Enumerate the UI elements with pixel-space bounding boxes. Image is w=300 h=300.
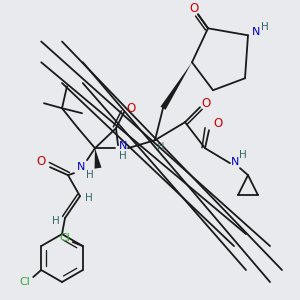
Polygon shape: [94, 148, 101, 169]
Text: Cl: Cl: [59, 233, 70, 243]
Text: H: H: [86, 170, 94, 180]
Text: O: O: [213, 117, 223, 130]
Text: O: O: [126, 102, 136, 115]
Text: H: H: [239, 150, 247, 160]
Text: N: N: [119, 141, 127, 151]
Polygon shape: [160, 62, 192, 110]
Text: O: O: [201, 97, 211, 110]
Text: H: H: [119, 151, 127, 161]
Text: N: N: [252, 27, 260, 37]
Text: O: O: [189, 2, 199, 15]
Text: H: H: [85, 193, 93, 203]
Text: N: N: [77, 162, 85, 172]
Text: H: H: [52, 216, 60, 226]
Text: H: H: [157, 142, 165, 152]
Text: H: H: [261, 22, 269, 32]
Text: N: N: [231, 157, 239, 167]
Text: Cl: Cl: [20, 277, 31, 287]
Text: O: O: [36, 155, 46, 168]
